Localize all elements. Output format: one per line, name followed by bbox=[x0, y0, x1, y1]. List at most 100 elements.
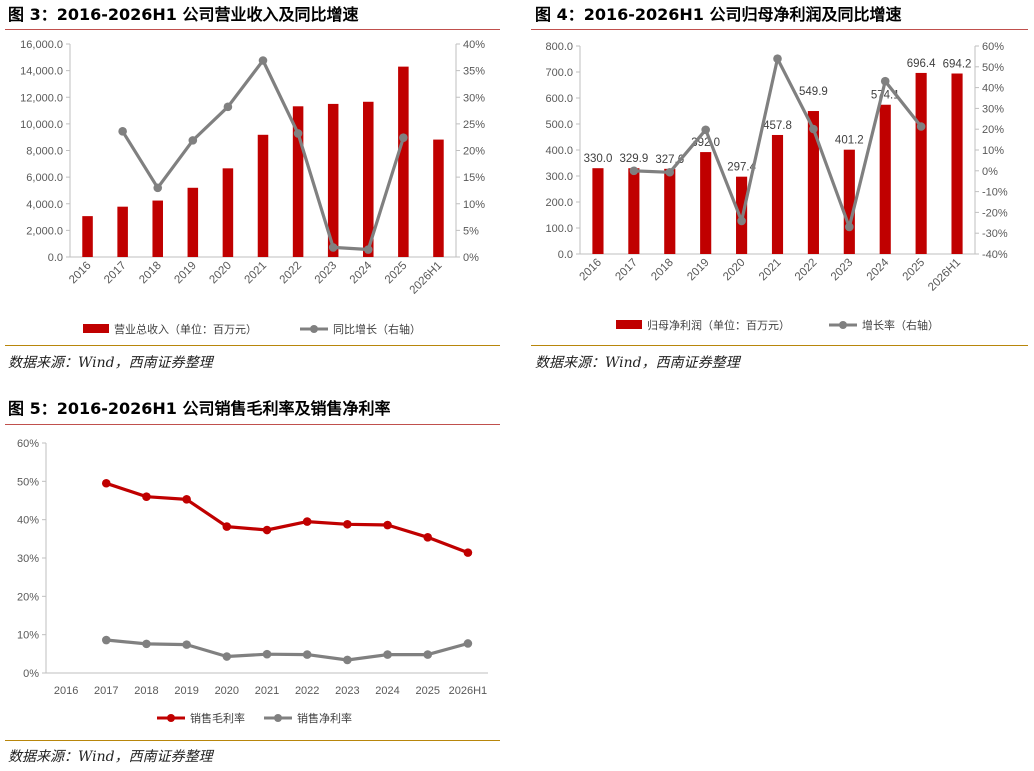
fig5-series-point-0 bbox=[182, 495, 191, 504]
fig3-growth-point bbox=[118, 127, 127, 136]
fig5-x-tick-label: 2018 bbox=[134, 685, 158, 697]
fig5-series-point-1 bbox=[262, 649, 272, 659]
fig5-y-tick-label: 60% bbox=[17, 438, 39, 450]
fig5-x-tick-label: 2020 bbox=[215, 685, 239, 697]
fig4-yleft-tick-label: 100.0 bbox=[545, 223, 573, 235]
fig5-x-tick-label: 2025 bbox=[415, 685, 439, 697]
fig4-bar bbox=[807, 111, 819, 254]
fig3-growth-point bbox=[399, 133, 408, 143]
fig4-yright-tick-label: 40% bbox=[982, 83, 1004, 95]
fig3-bar bbox=[398, 66, 409, 257]
fig5-source: 数据来源：Wind，西南证券整理 bbox=[8, 749, 213, 765]
fig4-yleft-tick-label: 800.0 bbox=[545, 41, 573, 53]
fig4-bar bbox=[592, 168, 604, 254]
fig5-series-point-0 bbox=[423, 533, 433, 542]
fig4-growth-point bbox=[845, 222, 854, 232]
fig4-yright-tick-label: 60% bbox=[982, 41, 1004, 53]
fig4-bar bbox=[879, 104, 891, 254]
fig3-bar bbox=[363, 101, 374, 258]
fig3-growth-point bbox=[153, 183, 163, 193]
fig5-y-tick-label: 50% bbox=[17, 476, 39, 488]
fig4-legend-line-marker bbox=[839, 321, 847, 329]
fig3-bar bbox=[222, 168, 234, 257]
fig5-x-tick-label: 2017 bbox=[94, 685, 118, 697]
fig3-growth-point bbox=[223, 102, 233, 112]
fig4-yleft-tick-label: 300.0 bbox=[545, 171, 573, 183]
fig3-legend-bar-label: 营业总收入（单位：百万元） bbox=[114, 322, 257, 336]
fig4-yright-tick-label: 50% bbox=[982, 62, 1004, 74]
fig3-yleft-tick-label: 6,000.0 bbox=[26, 172, 63, 184]
fig4-yleft-tick-label: 500.0 bbox=[545, 119, 573, 131]
fig4-bar bbox=[951, 73, 963, 255]
fig4-bar bbox=[664, 168, 676, 254]
fig4-yleft-tick-label: 700.0 bbox=[545, 67, 573, 79]
fig3-yright-tick-label: 30% bbox=[463, 92, 485, 104]
fig5-legend-label-1: 销售净利率 bbox=[297, 711, 352, 725]
fig5-series-point-0 bbox=[343, 519, 352, 529]
fig4-bar-data-label: 401.2 bbox=[835, 135, 864, 147]
fig4-yleft-tick-label: 0.0 bbox=[558, 249, 573, 261]
fig4-source: 数据来源：Wind，西南证券整理 bbox=[535, 355, 740, 371]
fig5-series-point-1 bbox=[142, 639, 151, 649]
fig5-series-point-1 bbox=[182, 640, 191, 649]
fig3-bar bbox=[82, 216, 93, 257]
fig5-legend-marker-1 bbox=[274, 714, 282, 722]
fig5-series-point-1 bbox=[383, 650, 392, 659]
fig4-bottom-rule bbox=[531, 345, 1028, 346]
fig4-yleft-tick-label: 400.0 bbox=[545, 145, 573, 157]
fig5-y-tick-label: 0% bbox=[23, 668, 39, 680]
fig4-growth-point bbox=[665, 167, 675, 177]
fig3-growth-point bbox=[293, 129, 303, 138]
fig3-source: 数据来源：Wind，西南证券整理 bbox=[8, 355, 213, 371]
fig4-growth-point bbox=[880, 76, 890, 86]
fig5-legend-label-0: 销售毛利率 bbox=[190, 711, 245, 725]
fig3-title: 图 3：2016-2026H1 公司营业收入及同比增速 bbox=[8, 5, 359, 24]
fig5-series-point-1 bbox=[343, 655, 352, 665]
fig3-growth-point bbox=[258, 56, 268, 65]
fig4-yright-tick-label: -40% bbox=[982, 249, 1008, 261]
fig3-yright-tick-label: 5% bbox=[463, 225, 479, 237]
fig5-x-tick-label: 2023 bbox=[335, 685, 359, 697]
fig3-legend-bar-swatch bbox=[83, 324, 109, 333]
fig4-bar-data-label: 696.4 bbox=[907, 58, 936, 70]
fig4-legend-bar-label: 归母净利润（单位：百万元） bbox=[647, 318, 790, 332]
fig4-growth-point bbox=[629, 166, 639, 176]
fig3-growth-point bbox=[188, 136, 198, 145]
fig5-y-tick-label: 10% bbox=[17, 630, 39, 642]
fig4-bar-data-label: 297.4 bbox=[727, 162, 756, 174]
fig5-series-line-1 bbox=[106, 638, 469, 662]
fig3-bar bbox=[327, 103, 339, 257]
fig5-top-rule bbox=[5, 424, 500, 425]
fig5-y-tick-label: 40% bbox=[17, 515, 39, 527]
fig3-yright-tick-label: 20% bbox=[463, 146, 485, 158]
fig4-bar bbox=[843, 149, 855, 254]
fig3-growth-point bbox=[363, 245, 373, 254]
fig3-bar bbox=[117, 206, 128, 257]
fig4-title: 图 4：2016-2026H1 公司归母净利润及同比增速 bbox=[535, 5, 902, 24]
fig3-legend-line-marker bbox=[310, 325, 318, 333]
fig5-series-point-0 bbox=[222, 522, 232, 531]
fig4-legend-bar-swatch bbox=[616, 320, 642, 329]
fig4-yleft-tick-label: 600.0 bbox=[545, 93, 573, 105]
fig4-bar-data-label: 457.8 bbox=[763, 120, 792, 132]
fig4-yright-tick-label: 0% bbox=[982, 166, 998, 178]
fig4-bar-data-label: 330.0 bbox=[584, 153, 613, 165]
fig4-yright-tick-label: -20% bbox=[982, 207, 1008, 219]
fig4-yright-tick-label: 20% bbox=[982, 124, 1004, 136]
fig5-x-tick-label: 2022 bbox=[295, 685, 319, 697]
fig3-bar bbox=[152, 200, 163, 257]
fig3-growth-point bbox=[328, 243, 338, 252]
fig4-yright-tick-label: 30% bbox=[982, 103, 1004, 115]
fig3-bar bbox=[433, 139, 444, 257]
fig5-series-point-0 bbox=[302, 517, 312, 526]
fig3-top-rule bbox=[5, 29, 500, 30]
fig4-growth-point bbox=[737, 216, 746, 226]
fig5-series-point-0 bbox=[142, 492, 151, 501]
fig5-x-tick-label: 2016 bbox=[54, 685, 78, 697]
fig5-x-tick-label: 2024 bbox=[375, 685, 399, 697]
fig3-yright-tick-label: 35% bbox=[463, 66, 485, 78]
fig4-growth-point bbox=[773, 54, 782, 63]
fig4-yright-tick-label: -10% bbox=[982, 187, 1008, 199]
